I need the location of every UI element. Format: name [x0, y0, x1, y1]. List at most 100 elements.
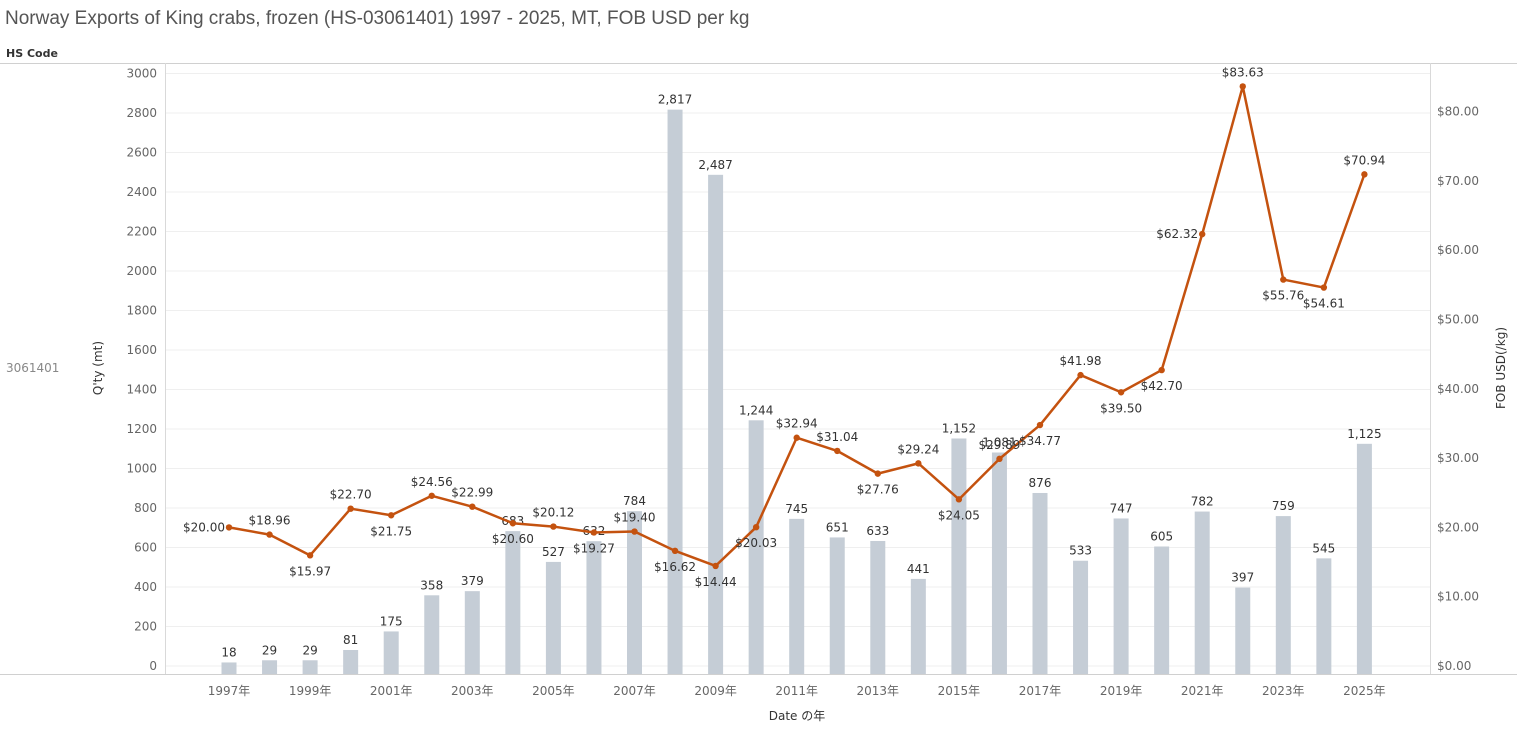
price-label-2021: $62.32 — [1156, 227, 1198, 241]
price-point-2006 — [590, 529, 598, 536]
bar-label-2023: 759 — [1272, 499, 1295, 513]
price-label-2012: $31.04 — [816, 430, 858, 444]
price-label-2013: $27.76 — [857, 483, 899, 497]
bar-2020 — [1154, 546, 1170, 674]
price-point-2021 — [1199, 230, 1206, 238]
price-label-2008: $16.62 — [654, 560, 696, 574]
bar-label-1997: 18 — [221, 645, 236, 659]
price-point-2017 — [1036, 421, 1044, 429]
price-label-2020: $42.70 — [1141, 379, 1183, 393]
price-label-2016: $29.89 — [978, 438, 1020, 452]
bar-2017 — [1032, 492, 1048, 674]
bar-label-2012: 651 — [826, 520, 849, 534]
price-label-2007: $19.40 — [614, 511, 656, 525]
bar-label-1999: 29 — [302, 643, 317, 657]
price-point-2022 — [1239, 83, 1246, 90]
price-point-2003 — [469, 503, 476, 510]
price-point-2009 — [712, 562, 719, 570]
price-label-2009: $14.44 — [695, 575, 737, 589]
bar-2008 — [667, 109, 683, 674]
bar-2014 — [910, 578, 926, 674]
price-point-2002 — [428, 492, 435, 499]
price-label-2005: $20.12 — [532, 506, 574, 520]
bar-1999 — [302, 660, 318, 674]
bar-label-2002: 358 — [420, 578, 443, 592]
y-tick-label: 200 — [134, 620, 157, 634]
price-label-2018: $41.98 — [1060, 354, 1102, 368]
price-label-2003: $22.99 — [451, 486, 493, 500]
bar-2003 — [464, 591, 480, 674]
y-axis-title: Q'ty (mt) — [91, 341, 105, 395]
y-tick-label: 1000 — [126, 462, 157, 476]
y2-tick-label: $80.00 — [1437, 105, 1479, 119]
price-label-2010: $20.03 — [735, 536, 777, 550]
x-tick-label: 2023年 — [1262, 684, 1305, 698]
price-point-2013 — [874, 470, 881, 477]
y2-tick-label: $50.00 — [1437, 313, 1479, 327]
row-value-hs-code: 3061401 — [6, 361, 60, 375]
y-tick-label: 1800 — [126, 304, 157, 318]
x-tick-label: 1999年 — [289, 684, 332, 698]
price-label-2002: $24.56 — [411, 475, 453, 489]
bar-label-2020: 605 — [1150, 530, 1173, 544]
price-point-2005 — [550, 523, 557, 530]
bar-2002 — [424, 595, 440, 674]
price-point-2020 — [1158, 366, 1165, 374]
x-axis-ticks: 1997年 1999年 2001年 2003年 2005年 2007年 2009年 2011年… — [208, 684, 1386, 698]
x-tick-label: 2001年 — [370, 684, 413, 698]
x-axis-title: Date の年 — [769, 709, 826, 723]
price-label-2024: $54.61 — [1303, 297, 1345, 311]
bar-label-1998: 29 — [262, 643, 277, 657]
x-tick-label: 2013年 — [857, 684, 900, 698]
bar-2018 — [1073, 560, 1089, 674]
price-point-2012 — [834, 447, 841, 455]
price-point-2001 — [388, 512, 395, 519]
price-point-2016 — [996, 455, 1003, 463]
bar-label-2015: 1,152 — [942, 421, 976, 435]
price-label-2017: $34.77 — [1019, 434, 1061, 448]
y-tick-label: 600 — [134, 541, 157, 555]
bar-2000 — [343, 650, 359, 674]
bar-label-2024: 545 — [1312, 541, 1335, 555]
gridlines — [165, 73, 1430, 667]
price-label-2004: $20.60 — [492, 532, 534, 546]
y-tick-label: 800 — [134, 501, 157, 515]
price-point-1997 — [225, 524, 233, 531]
bar-label-2017: 876 — [1029, 476, 1052, 490]
y-tick-label: 3000 — [126, 67, 157, 81]
price-point-2018 — [1077, 371, 1084, 379]
price-label-1997: $20.00 — [183, 520, 225, 534]
price-point-2000 — [347, 505, 354, 512]
price-point-2008 — [671, 547, 679, 555]
bar-2007 — [627, 511, 642, 674]
bar-2010 — [748, 420, 764, 674]
x-tick-label: 2009年 — [694, 684, 737, 698]
price-label-2023: $55.76 — [1262, 289, 1304, 303]
price-label-2019: $39.50 — [1100, 401, 1142, 415]
price-label-2001: $21.75 — [370, 524, 412, 538]
bar-2004 — [505, 531, 521, 674]
y-tick-label: 2000 — [126, 264, 157, 278]
y2-tick-label: $10.00 — [1437, 590, 1479, 604]
x-tick-label: 2015年 — [938, 684, 981, 698]
chart-title: Norway Exports of King crabs, frozen (HS… — [5, 8, 750, 29]
price-point-1999 — [306, 552, 314, 559]
y2-axis-title: FOB USD(/kg) — [1494, 327, 1508, 409]
quantity-bars — [221, 109, 1372, 674]
x-tick-label: 2003年 — [451, 684, 494, 698]
price-point-2010 — [752, 523, 760, 531]
price-point-1998 — [266, 531, 273, 538]
y2-tick-label: $20.00 — [1437, 520, 1479, 534]
bar-1997 — [221, 662, 237, 674]
bar-label-2009: 2,487 — [698, 158, 732, 172]
bar-2001 — [383, 631, 399, 674]
bar-2006 — [586, 541, 602, 674]
x-tick-label: 2005年 — [532, 684, 575, 698]
x-tick-label: 2017年 — [1019, 684, 1062, 698]
row-header-hs-code: HS Code — [6, 47, 58, 60]
right-axis-ticks: $0.00 $10.00 $20.00 $30.00 $40.00 $50.00 $60.0… — [1437, 105, 1479, 673]
bar-label-2013: 633 — [866, 524, 889, 538]
bar-2016 — [991, 452, 1007, 674]
bar-label-2014: 441 — [907, 562, 930, 576]
x-tick-label: 2021年 — [1181, 684, 1224, 698]
